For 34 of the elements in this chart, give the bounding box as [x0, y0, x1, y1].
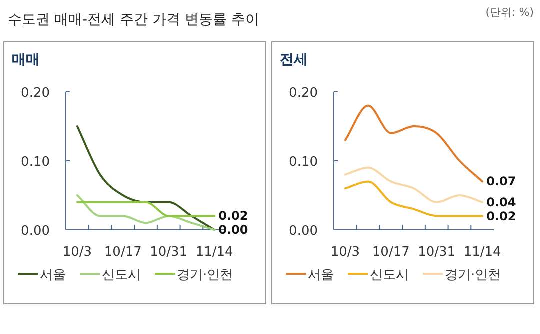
data-label: 0.04 [486, 195, 516, 210]
line-series [344, 104, 484, 183]
x-tick-label: 11/14 [464, 245, 502, 260]
x-tick-label: 10/31 [418, 245, 456, 260]
x-tick-label: 10/17 [372, 245, 410, 260]
line-series [76, 194, 216, 231]
y-tick-label: 0.10 [21, 155, 50, 170]
x-tick-label: 10/3 [330, 245, 360, 260]
y-tick-label: 0.00 [21, 224, 50, 239]
chart-title: 전세 [280, 52, 308, 68]
y-tick-label: 0.10 [289, 155, 318, 170]
legend-label: 서울 [308, 268, 334, 283]
x-tick-label: 11/14 [196, 245, 234, 260]
data-label: 0.02 [218, 209, 248, 224]
x-tick-label: 10/31 [150, 245, 188, 260]
legend-label: 신도시 [102, 268, 141, 283]
legend-label: 서울 [40, 268, 66, 283]
line-series [344, 180, 484, 218]
legend-label: 신도시 [370, 268, 409, 283]
data-label: 0.07 [486, 174, 516, 189]
data-label: 0.02 [486, 209, 516, 224]
x-tick-label: 10/17 [104, 245, 142, 260]
legend-label: 경기·인천 [445, 268, 502, 283]
y-tick-label: 0.20 [21, 86, 50, 101]
chart-title: 수도권 매매-전세 주간 가격 변동률 추이 [8, 12, 260, 28]
legend-label: 경기·인천 [177, 268, 234, 283]
line-series [344, 166, 484, 204]
data-label: 0.00 [218, 223, 248, 238]
chart-subtitle: 매매 [12, 52, 40, 68]
x-tick-label: 10/3 [62, 245, 92, 260]
text: (단위: %) [486, 6, 534, 19]
line-series [76, 126, 216, 231]
y-tick-label: 0.20 [289, 86, 318, 101]
y-tick-label: 0.00 [289, 224, 318, 239]
